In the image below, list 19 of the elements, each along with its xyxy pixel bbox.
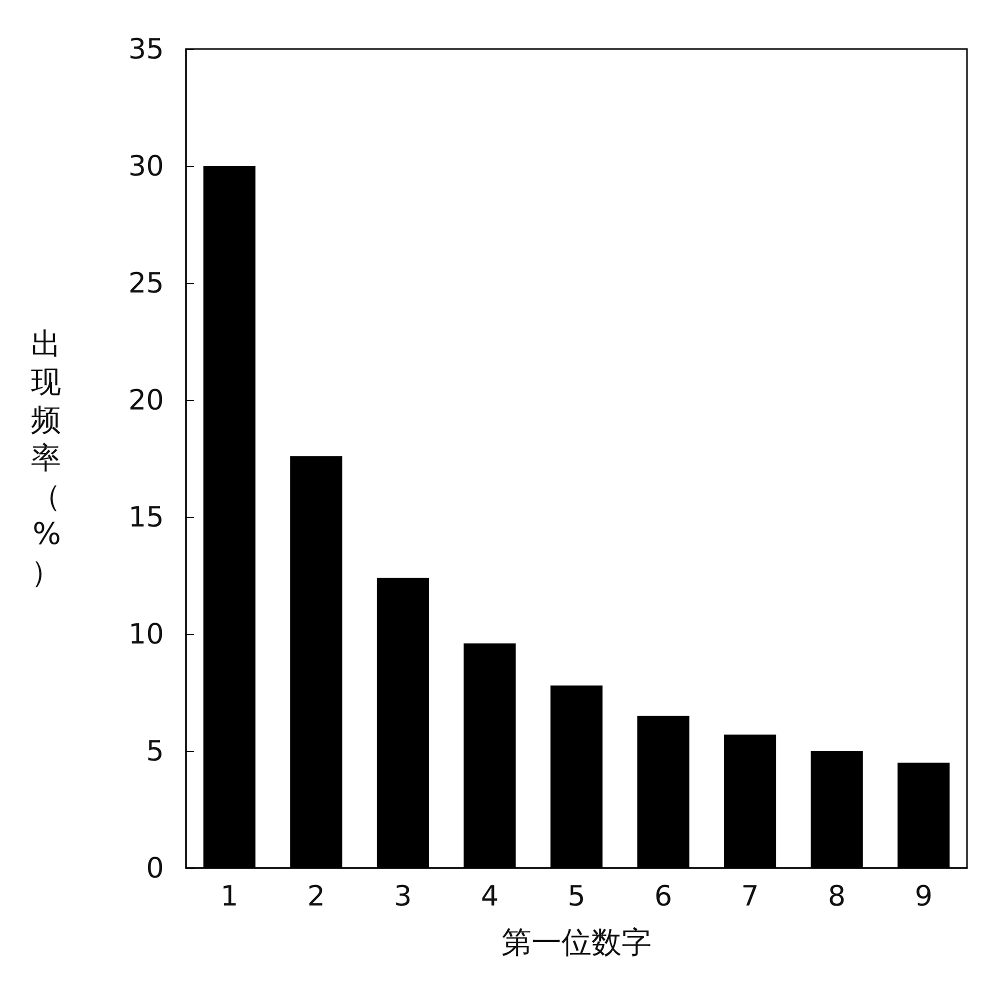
x-tick-label: 4 (480, 880, 499, 912)
x-tick-label: 9 (914, 880, 933, 912)
y-tick-label: 25 (128, 266, 164, 300)
y-tick-label: 5 (146, 734, 164, 768)
y-axis-title: 出现频率（%） (31, 327, 61, 590)
y-tick-label: 0 (146, 852, 164, 884)
x-tick-label: 3 (394, 880, 412, 912)
x-axis-title: 第一位数字 (502, 926, 652, 960)
x-tick-label: 8 (828, 880, 846, 912)
y-tick-label: 20 (128, 384, 164, 416)
x-tick-label: 1 (220, 880, 238, 912)
y-tick-label: 15 (128, 500, 164, 534)
y-tick-label: 10 (128, 618, 164, 650)
x-tick-label: 6 (654, 880, 672, 912)
y-tick-label: 35 (128, 32, 164, 66)
x-tick-label: 5 (568, 880, 586, 912)
y-tick-label: 30 (128, 150, 164, 182)
x-tick-label: 7 (741, 880, 759, 912)
x-tick-label: 2 (307, 880, 326, 912)
